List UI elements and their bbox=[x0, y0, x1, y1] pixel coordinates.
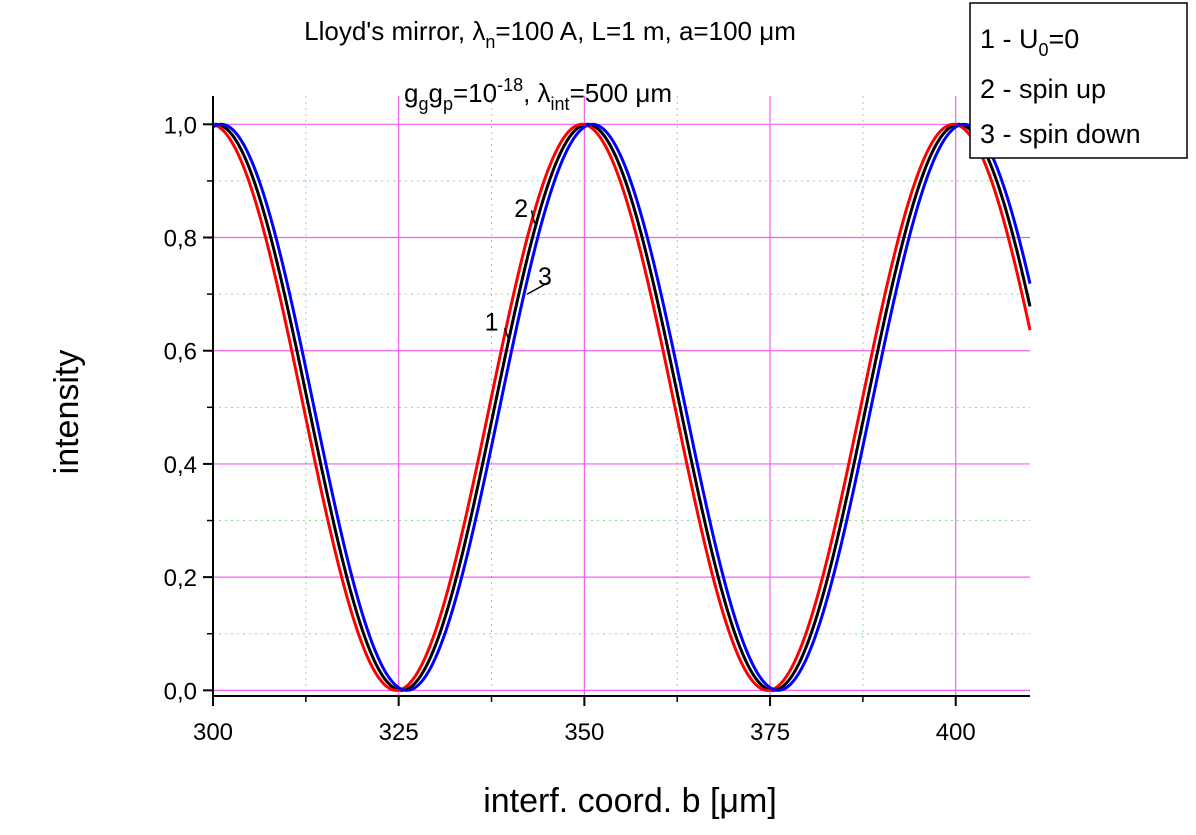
ticks: 300 325 350 375 400 0,0 0,2 0,4 0,6 0,8 1,0 bbox=[164, 112, 976, 746]
chart-title-line-1: Lloyd's mirror, λn=100 A, L=1 m, a=100 μ… bbox=[304, 16, 796, 52]
title-2-lambda: , λ bbox=[523, 78, 550, 108]
legend-box bbox=[969, 2, 1188, 159]
title-2-sub-g: g bbox=[418, 94, 428, 114]
series-1-line bbox=[212, 122, 1032, 692]
title-1-part-a: Lloyd's mirror, λ bbox=[304, 16, 485, 46]
grid bbox=[213, 96, 1030, 696]
chart-title-line-2: gggp=10-18, λint=500 μm bbox=[404, 75, 672, 114]
y-tick-label: 0,8 bbox=[164, 226, 197, 253]
title-1-part-b: =100 A, L=1 m, a=100 μm bbox=[495, 16, 795, 46]
curve-label-leader bbox=[504, 327, 510, 340]
y-tick-label: 0,0 bbox=[164, 678, 197, 705]
legend-1-sub: 0 bbox=[1039, 40, 1049, 60]
legend-entry-1: 1 - U0=0 bbox=[980, 24, 1079, 60]
legend-entry-2: 2 - spin up bbox=[980, 74, 1106, 104]
title-2-eq: =10 bbox=[453, 78, 497, 108]
curve-label-leader bbox=[526, 282, 549, 295]
x-tick-label: 375 bbox=[750, 719, 790, 746]
curves bbox=[212, 122, 1032, 692]
axes bbox=[212, 96, 1030, 697]
y-tick-label: 0,4 bbox=[164, 452, 197, 479]
legend-1-b: =0 bbox=[1049, 24, 1080, 54]
curve-label-2: 2 bbox=[514, 195, 528, 223]
y-tick-label: 0,2 bbox=[164, 565, 197, 592]
x-tick-label: 400 bbox=[936, 719, 976, 746]
x-tick-label: 300 bbox=[193, 719, 233, 746]
curve-label-3: 3 bbox=[538, 263, 552, 291]
series-3-line bbox=[212, 122, 1032, 692]
title-2-sub-int: int bbox=[551, 94, 570, 114]
curve-annotations: 2 3 1 bbox=[485, 195, 552, 340]
title-2-g2: g bbox=[428, 78, 442, 108]
title-2-end: =500 μm bbox=[570, 78, 672, 108]
curve-label-leader bbox=[530, 210, 536, 224]
legend-3-text: 3 - spin down bbox=[980, 119, 1141, 149]
legend: 1 - U0=0 2 - spin up 3 - spin down bbox=[969, 2, 1188, 159]
x-axis-title: interf. coord. b [μm] bbox=[483, 782, 777, 820]
legend-entry-3: 3 - spin down bbox=[980, 119, 1141, 149]
x-tick-label: 325 bbox=[379, 719, 419, 746]
title-2-sub-p: p bbox=[443, 94, 453, 114]
series-2-line bbox=[212, 122, 1032, 692]
y-axis-title: intensity bbox=[48, 350, 86, 475]
y-tick-label: 1,0 bbox=[164, 112, 197, 139]
legend-1-a: 1 - U bbox=[980, 24, 1039, 54]
title-2-sup-exp: -18 bbox=[497, 75, 523, 95]
curve-label-1: 1 bbox=[485, 308, 499, 336]
x-tick-label: 350 bbox=[564, 719, 604, 746]
title-1-sub-n: n bbox=[485, 32, 495, 52]
title-2-g1: g bbox=[404, 78, 418, 108]
y-tick-label: 0,6 bbox=[164, 339, 197, 366]
legend-2-text: 2 - spin up bbox=[980, 74, 1106, 104]
